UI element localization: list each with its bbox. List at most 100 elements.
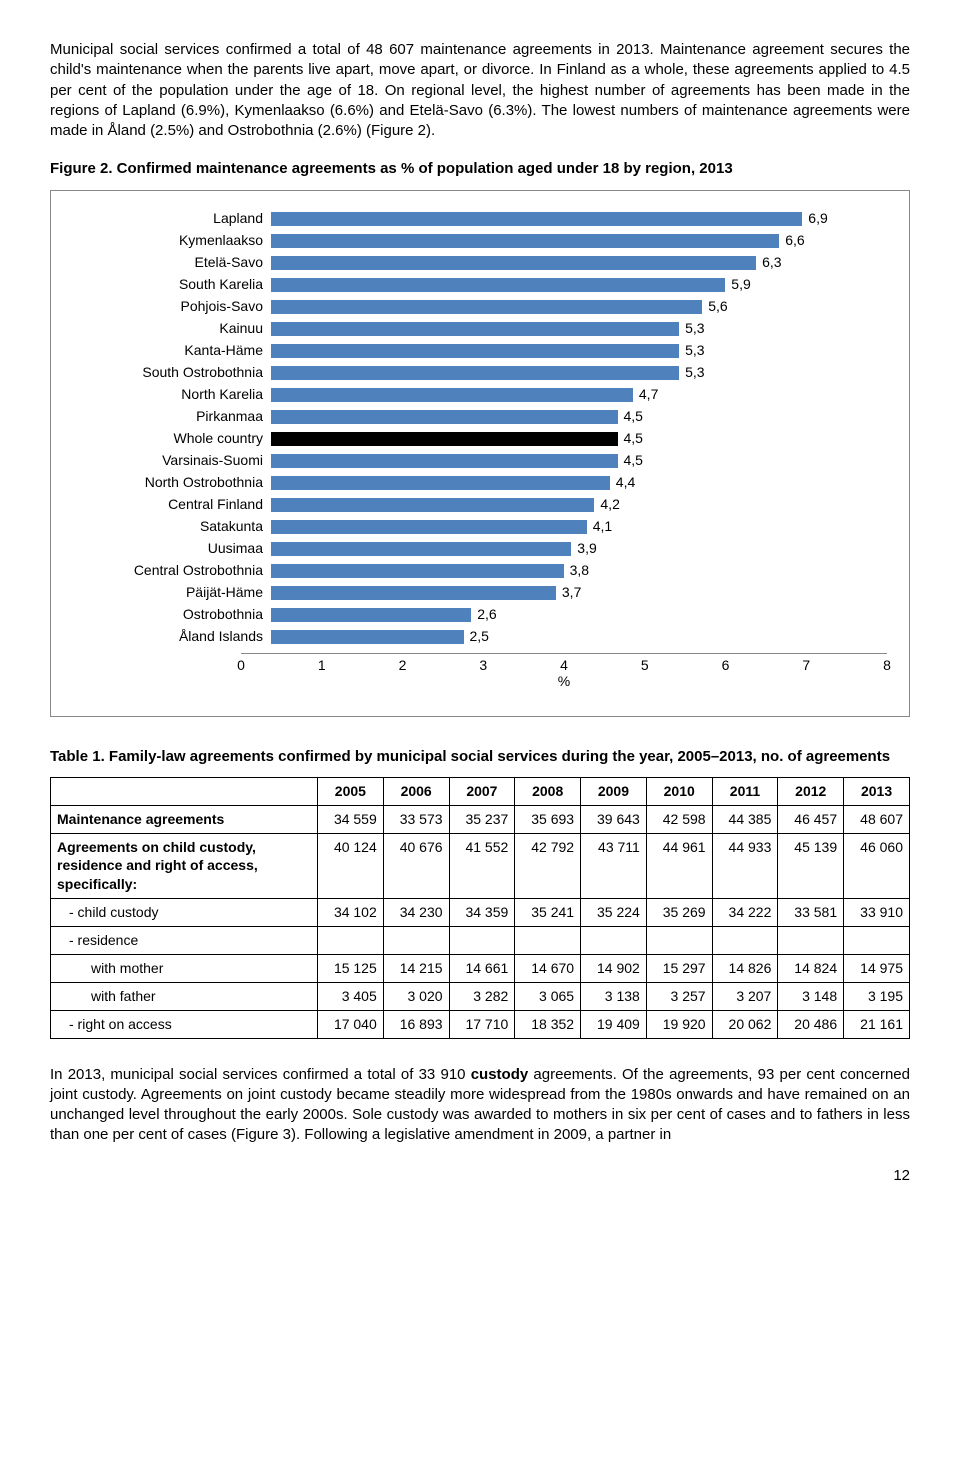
bar-row: Lapland6,9 — [103, 209, 887, 229]
table-cell: 3 138 — [581, 982, 647, 1010]
table-row: - residence — [51, 927, 910, 955]
table-cell: 17 040 — [318, 1010, 384, 1038]
table-cell: 46 060 — [844, 833, 910, 899]
axis-tick: 5 — [641, 656, 649, 675]
table-cell — [646, 927, 712, 955]
page-number: 12 — [50, 1166, 910, 1186]
table-header: 2013 — [844, 777, 910, 805]
table-cell: 35 237 — [449, 805, 515, 833]
table-cell: 14 975 — [844, 954, 910, 982]
table-header: 2011 — [712, 777, 778, 805]
bar-fill — [271, 586, 556, 600]
table-cell: 17 710 — [449, 1010, 515, 1038]
row-label: - right on access — [51, 1010, 318, 1038]
axis-tick: 8 — [883, 656, 891, 675]
table-cell: 15 125 — [318, 954, 384, 982]
bar-row: Pirkanmaa4,5 — [103, 407, 887, 427]
row-label: - residence — [51, 927, 318, 955]
bar-label: Uusimaa — [103, 539, 271, 558]
table-cell: 34 559 — [318, 805, 384, 833]
chart-x-axis: % 012345678 — [241, 653, 887, 688]
table-cell: 14 826 — [712, 954, 778, 982]
table-cell: 3 405 — [318, 982, 384, 1010]
table-cell: 14 670 — [515, 954, 581, 982]
bar-fill — [271, 498, 594, 512]
chart-bars: Lapland6,9Kymenlaakso6,6Etelä-Savo6,3Sou… — [103, 209, 887, 647]
table-cell: 14 902 — [581, 954, 647, 982]
table-cell: 46 457 — [778, 805, 844, 833]
bar-value: 5,9 — [725, 275, 750, 294]
bar-row: North Karelia4,7 — [103, 385, 887, 405]
axis-tick: 6 — [722, 656, 730, 675]
bar-label: Lapland — [103, 209, 271, 228]
bar-row: South Ostrobothnia5,3 — [103, 363, 887, 383]
bar-label: Kymenlaakso — [103, 231, 271, 250]
axis-tick: 4 — [560, 656, 568, 675]
bar-row: Ostrobothnia2,6 — [103, 605, 887, 625]
bar-label: Kainuu — [103, 319, 271, 338]
bar-fill — [271, 278, 725, 292]
table-header: 2006 — [383, 777, 449, 805]
table-cell: 44 385 — [712, 805, 778, 833]
table-cell: 43 711 — [581, 833, 647, 899]
table-cell: 3 148 — [778, 982, 844, 1010]
bar-row: Etelä-Savo6,3 — [103, 253, 887, 273]
bar-fill — [271, 630, 464, 644]
bar-fill — [271, 212, 802, 226]
bar-fill — [271, 366, 679, 380]
table-cell: 35 269 — [646, 899, 712, 927]
bar-label: North Ostrobothnia — [103, 473, 271, 492]
axis-tick: 1 — [318, 656, 326, 675]
bar-row: Pohjois-Savo5,6 — [103, 297, 887, 317]
bar-label: Etelä-Savo — [103, 253, 271, 272]
bar-label: South Karelia — [103, 275, 271, 294]
bar-value: 4,1 — [587, 517, 612, 536]
table-cell: 14 661 — [449, 954, 515, 982]
table-cell: 20 062 — [712, 1010, 778, 1038]
table-row: with father3 4053 0203 2823 0653 1383 25… — [51, 982, 910, 1010]
paragraph-intro: Municipal social services confirmed a to… — [50, 40, 910, 141]
chart-container: Lapland6,9Kymenlaakso6,6Etelä-Savo6,3Sou… — [50, 190, 910, 717]
bar-value: 5,3 — [679, 319, 704, 338]
table-cell: 3 282 — [449, 982, 515, 1010]
bar-row: Satakunta 4,1 — [103, 517, 887, 537]
bar-value: 5,3 — [679, 341, 704, 360]
table-cell: 41 552 — [449, 833, 515, 899]
bar-label: Satakunta — [103, 517, 271, 536]
bar-fill — [271, 300, 702, 314]
table-cell: 16 893 — [383, 1010, 449, 1038]
table-cell — [449, 927, 515, 955]
table-cell: 21 161 — [844, 1010, 910, 1038]
table-cell: 35 693 — [515, 805, 581, 833]
bar-fill — [271, 410, 618, 424]
bar-row: Kanta-Häme5,3 — [103, 341, 887, 361]
table-header: 2012 — [778, 777, 844, 805]
table-header: 2005 — [318, 777, 384, 805]
table-header: 2007 — [449, 777, 515, 805]
table-cell: 18 352 — [515, 1010, 581, 1038]
table-cell — [515, 927, 581, 955]
table-row: - child custody34 10234 23034 35935 2413… — [51, 899, 910, 927]
bar-fill — [271, 256, 756, 270]
bar-value: 4,7 — [633, 385, 658, 404]
bar-label: Pirkanmaa — [103, 407, 271, 426]
table-cell: 40 676 — [383, 833, 449, 899]
table-cell: 33 581 — [778, 899, 844, 927]
bar-fill — [271, 344, 679, 358]
bar-label: South Ostrobothnia — [103, 363, 271, 382]
figure-title: Figure 2. Confirmed maintenance agreemen… — [50, 159, 910, 179]
table-cell: 14 215 — [383, 954, 449, 982]
table-cell: 34 230 — [383, 899, 449, 927]
row-label: - child custody — [51, 899, 318, 927]
bar-label: Päijät-Häme — [103, 583, 271, 602]
table-header: 2008 — [515, 777, 581, 805]
table-cell: 34 222 — [712, 899, 778, 927]
table-cell: 44 933 — [712, 833, 778, 899]
table-cell: 3 257 — [646, 982, 712, 1010]
bar-value: 2,5 — [464, 627, 489, 646]
bar-value: 3,8 — [564, 561, 589, 580]
row-label: with father — [51, 982, 318, 1010]
table-cell: 19 409 — [581, 1010, 647, 1038]
row-label: Maintenance agreements — [51, 805, 318, 833]
bar-row: North Ostrobothnia4,4 — [103, 473, 887, 493]
